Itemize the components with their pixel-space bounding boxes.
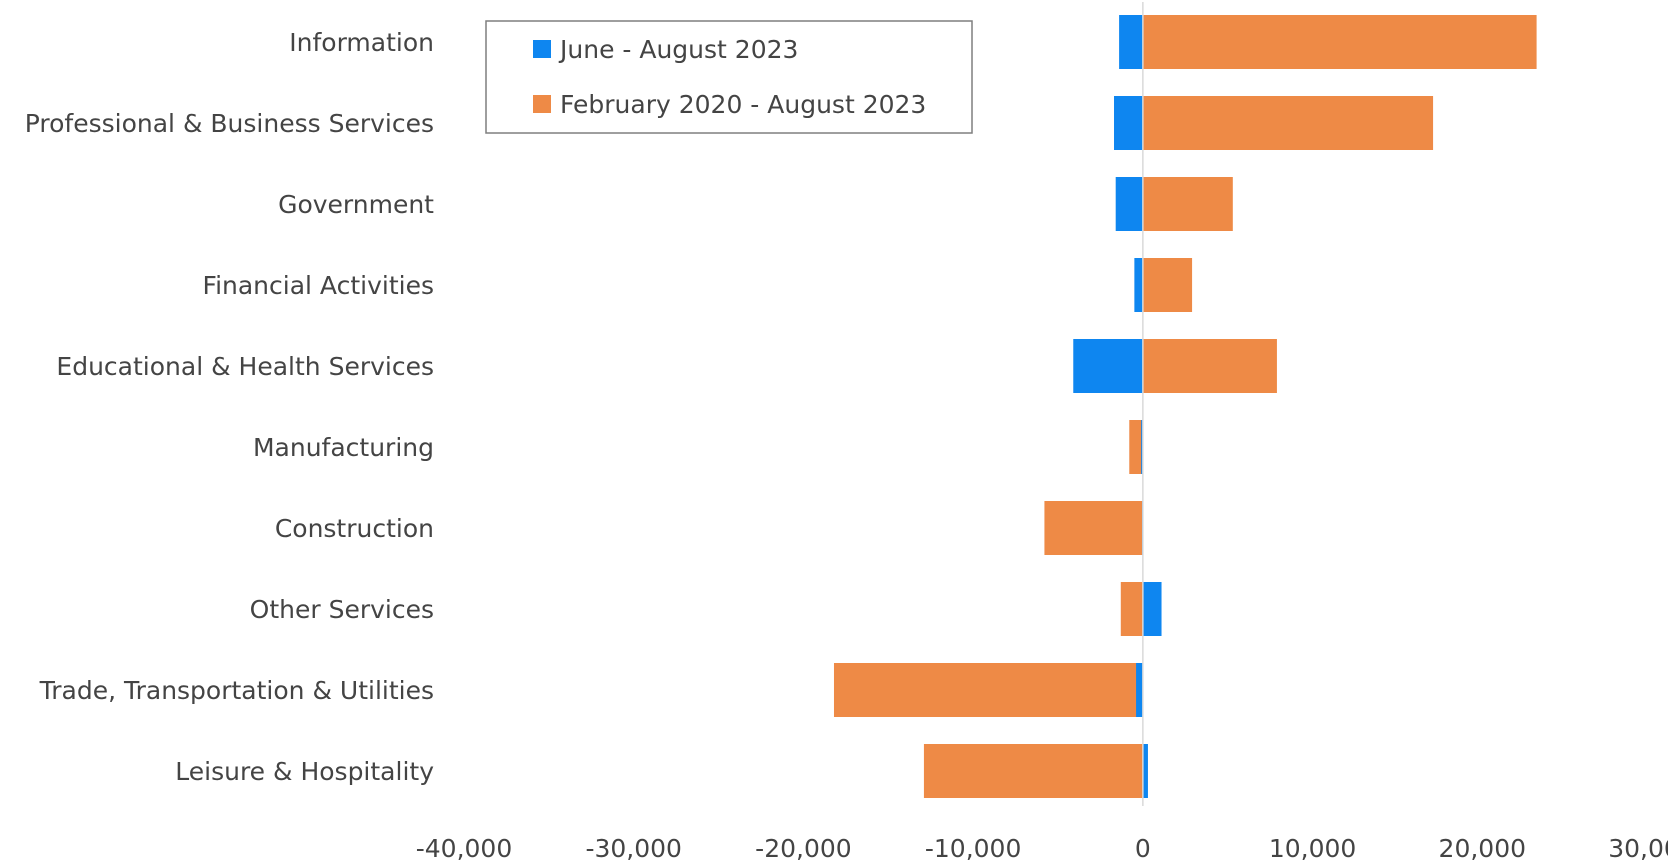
bar-june-aug-2023-9 [1142, 744, 1148, 798]
category-label: Trade, Transportation & Utilities [39, 676, 434, 705]
category-label: Other Services [250, 595, 434, 624]
bar-june-aug-2023-8 [1136, 663, 1143, 717]
legend-swatch-0 [533, 40, 551, 58]
legend-swatch-1 [533, 95, 551, 113]
legend-box [485, 20, 973, 134]
x-tick-label: -20,000 [755, 834, 852, 863]
bar-feb2020-aug2023-7 [1120, 582, 1143, 636]
category-label: Construction [275, 514, 434, 543]
bar-june-aug-2023-7 [1142, 582, 1162, 636]
bar-feb2020-aug2023-9 [923, 744, 1143, 798]
bar-june-aug-2023-0 [1119, 15, 1143, 69]
bar-feb2020-aug2023-2 [1142, 177, 1233, 231]
bar-feb2020-aug2023-8 [833, 663, 1143, 717]
bar-june-aug-2023-4 [1073, 339, 1143, 393]
x-tick-label: 30,000 [1608, 834, 1668, 863]
legend-label-1: February 2020 - August 2023 [560, 90, 926, 119]
bar-feb2020-aug2023-1 [1142, 96, 1434, 150]
x-tick-label: -40,000 [416, 834, 513, 863]
bar-feb2020-aug2023-5 [1129, 420, 1143, 474]
bar-feb2020-aug2023-3 [1142, 258, 1193, 312]
bars-layer [833, 15, 1537, 798]
x-tick-label: -10,000 [925, 834, 1022, 863]
x-tick-label: 20,000 [1439, 834, 1526, 863]
bar-feb2020-aug2023-0 [1142, 15, 1537, 69]
legend: June - August 2023 February 2020 - August… [485, 20, 973, 134]
bar-feb2020-aug2023-4 [1142, 339, 1277, 393]
category-labels: Information Professional & Business Servi… [25, 28, 434, 786]
bar-june-aug-2023-3 [1134, 258, 1143, 312]
bar-june-aug-2023-5 [1141, 420, 1143, 474]
tick-labels: -40,000 -30,000 -20,000 -10,000 0 10,000 20,00… [416, 834, 1668, 863]
x-tick-label: 0 [1135, 834, 1151, 863]
x-tick-label: -30,000 [585, 834, 682, 863]
x-tick-label: 10,000 [1269, 834, 1356, 863]
category-label: Leisure & Hospitality [175, 757, 434, 786]
bar-june-aug-2023-2 [1115, 177, 1143, 231]
category-label: Financial Activities [203, 271, 434, 300]
legend-label-0: June - August 2023 [558, 35, 798, 64]
category-label: Professional & Business Services [25, 109, 434, 138]
category-label: Manufacturing [253, 433, 434, 462]
bar-june-aug-2023-1 [1114, 96, 1143, 150]
category-label: Information [289, 28, 434, 57]
category-label: Government [278, 190, 434, 219]
category-label: Educational & Health Services [56, 352, 434, 381]
bar-feb2020-aug2023-6 [1044, 501, 1143, 555]
